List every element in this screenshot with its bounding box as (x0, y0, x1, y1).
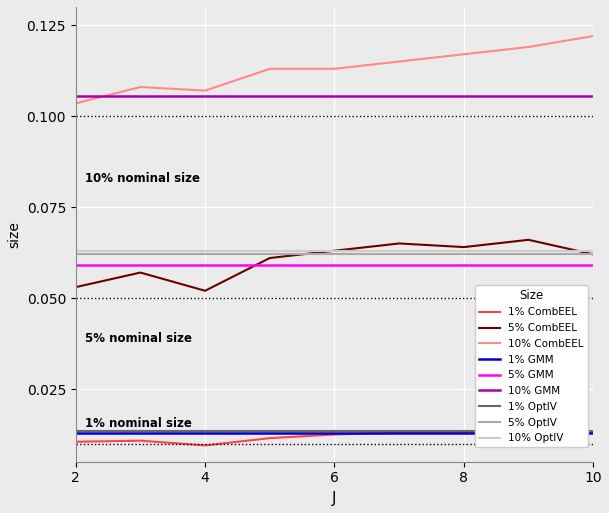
Text: 1% nominal size: 1% nominal size (85, 417, 192, 430)
Y-axis label: size: size (7, 221, 21, 248)
Legend: 1% CombEEL, 5% CombEEL, 10% CombEEL, 1% GMM, 5% GMM, 10% GMM, 1% OptIV, 5% OptIV: 1% CombEEL, 5% CombEEL, 10% CombEEL, 1% … (475, 285, 588, 447)
X-axis label: J: J (333, 491, 337, 506)
Text: 10% nominal size: 10% nominal size (85, 172, 200, 185)
Text: 5% nominal size: 5% nominal size (85, 332, 192, 345)
